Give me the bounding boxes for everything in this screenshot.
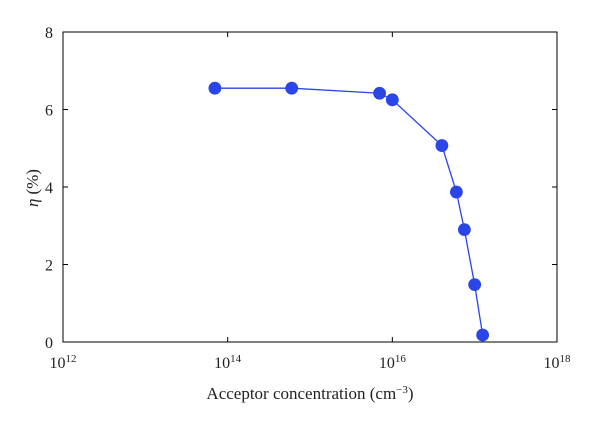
- y-tick-labels: 0 2 4 6 8: [45, 25, 53, 352]
- x-tick-label-exponent: 12: [66, 353, 77, 365]
- x-tick-label-base: 10: [379, 355, 395, 372]
- data-point: [435, 139, 449, 152]
- x-tick-label: 1018: [544, 353, 572, 372]
- y-tick-label: 6: [45, 103, 53, 120]
- data-point: [285, 81, 299, 95]
- series-layer: [208, 81, 490, 342]
- data-point: [476, 328, 490, 342]
- y-axis-label-unit: (%): [23, 169, 42, 194]
- x-tick-label-exponent: 18: [560, 353, 572, 365]
- series-line: [214, 87, 484, 336]
- x-tick-label-exponent: 16: [395, 353, 407, 365]
- x-axis-label-suffix: ): [408, 384, 414, 403]
- x-tick-label-base: 10: [214, 355, 230, 372]
- y-tick-label: 2: [45, 258, 53, 275]
- x-axis-label-base: Acceptor concentration (cm: [206, 384, 396, 403]
- x-axis-label: Acceptor concentration (cm−3): [206, 384, 413, 403]
- y-tick-label: 4: [45, 180, 53, 197]
- data-point: [208, 81, 222, 95]
- y-axis-label-symbol: η: [23, 199, 42, 207]
- x-tick-label-base: 10: [50, 355, 66, 372]
- x-tick-labels: 1012 1014 1016 1018: [50, 353, 572, 372]
- data-point: [457, 223, 471, 237]
- data-point: [450, 185, 463, 199]
- x-axis-label-exponent: −3: [396, 384, 408, 396]
- x-tick-label: 1016: [379, 353, 407, 372]
- data-point: [385, 93, 399, 107]
- data-point: [468, 278, 482, 292]
- y-axis-label: η (%): [23, 169, 42, 207]
- x-tick-label: 1012: [50, 353, 77, 372]
- tick-marks: [62, 31, 558, 343]
- x-tick-label-exponent: 14: [230, 353, 242, 365]
- x-tick-label: 1014: [214, 353, 242, 372]
- plot-frame: [62, 31, 558, 343]
- x-tick-label-base: 10: [544, 355, 560, 372]
- y-tick-label: 8: [45, 25, 53, 42]
- y-tick-label: 0: [45, 335, 53, 352]
- data-point: [373, 86, 386, 100]
